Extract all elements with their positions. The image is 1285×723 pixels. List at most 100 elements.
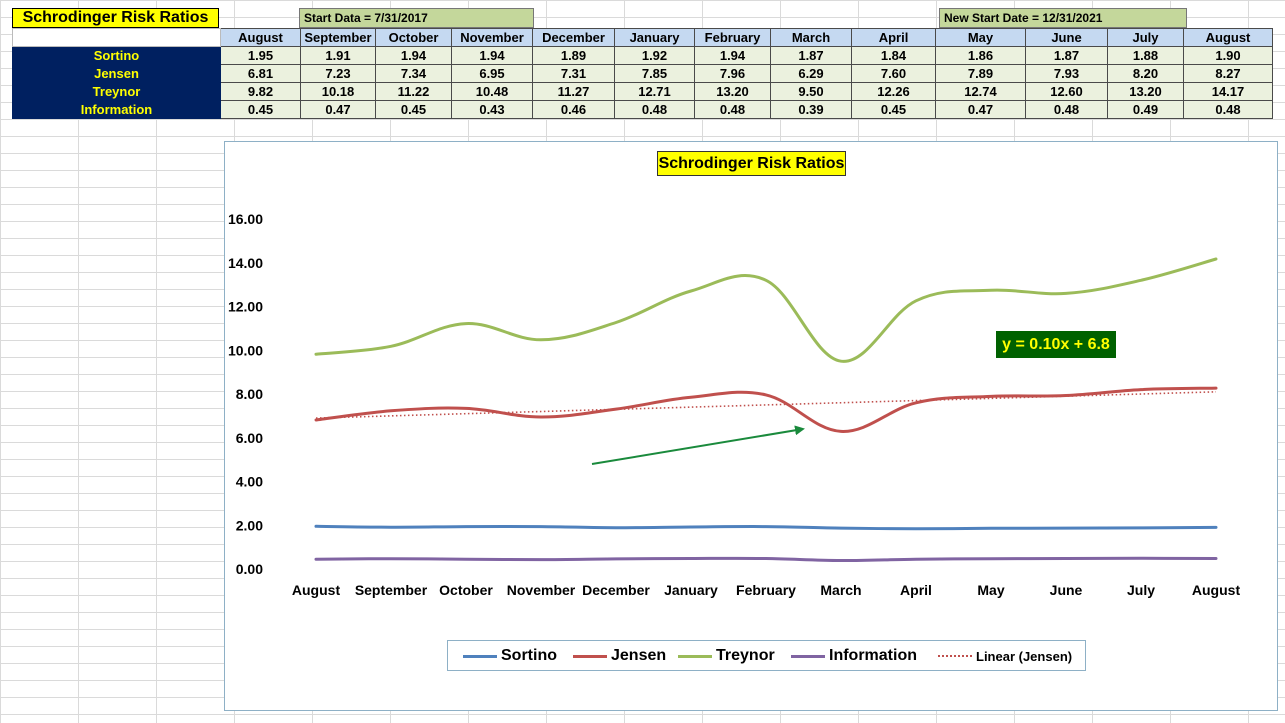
y-tick-label: 12.00	[228, 299, 263, 315]
legend-swatch-trendline	[938, 655, 972, 657]
value-cell[interactable]: 0.46	[532, 100, 615, 119]
x-tick-label: July	[1127, 582, 1155, 598]
series-line-information	[314, 556, 1218, 563]
value-cell[interactable]: 1.91	[300, 46, 376, 65]
series-line-treynor	[314, 257, 1218, 363]
y-tick-label: 8.00	[236, 386, 263, 402]
value-cell[interactable]: 14.17	[1183, 82, 1273, 101]
legend-item-treynor: Treynor	[678, 647, 775, 665]
header-row: August September October November Decemb…	[12, 28, 1273, 47]
x-tick-label: August	[292, 582, 341, 598]
value-cell[interactable]: 8.20	[1107, 64, 1184, 83]
legend-item-information: Information	[791, 647, 917, 665]
x-tick-label: April	[900, 582, 932, 598]
value-cell[interactable]: 0.45	[220, 100, 301, 119]
month-header[interactable]: May	[935, 28, 1026, 47]
value-cell[interactable]: 0.43	[451, 100, 533, 119]
legend-swatch-sortino	[463, 654, 497, 658]
row-label[interactable]: Information	[12, 100, 221, 119]
value-cell[interactable]: 7.31	[532, 64, 615, 83]
value-cell[interactable]: 7.34	[375, 64, 452, 83]
value-cell[interactable]: 1.92	[614, 46, 695, 65]
chart-title[interactable]: Schrodinger Risk Ratios	[657, 151, 846, 176]
value-cell[interactable]: 7.96	[694, 64, 771, 83]
value-cell[interactable]: 0.39	[770, 100, 852, 119]
chart-legend[interactable]: Sortino Jensen Treynor Information Linea…	[447, 640, 1086, 671]
month-header[interactable]: November	[451, 28, 533, 47]
value-cell[interactable]: 10.48	[451, 82, 533, 101]
x-tick-label: March	[820, 582, 861, 598]
value-cell[interactable]: 0.45	[375, 100, 452, 119]
trendline-equation-label[interactable]: y = 0.10x + 6.8	[996, 331, 1116, 358]
value-cell[interactable]: 7.85	[614, 64, 695, 83]
month-header[interactable]: July	[1107, 28, 1184, 47]
value-cell[interactable]: 0.48	[1183, 100, 1273, 119]
value-cell[interactable]: 7.89	[935, 64, 1026, 83]
value-cell[interactable]: 9.82	[220, 82, 301, 101]
value-cell[interactable]: 6.95	[451, 64, 533, 83]
legend-label: Sortino	[501, 647, 557, 664]
value-cell[interactable]: 1.94	[451, 46, 533, 65]
sheet-title[interactable]: Schrodinger Risk Ratios	[12, 8, 219, 28]
month-header[interactable]: October	[375, 28, 452, 47]
month-header[interactable]: August	[220, 28, 301, 47]
value-cell[interactable]: 7.60	[851, 64, 936, 83]
month-header[interactable]: April	[851, 28, 936, 47]
y-tick-label: 6.00	[236, 430, 263, 446]
new-start-date-note[interactable]: New Start Date = 12/31/2021	[939, 8, 1187, 28]
series-line-jensen	[314, 386, 1218, 433]
value-cell[interactable]: 6.29	[770, 64, 852, 83]
value-cell[interactable]: 12.74	[935, 82, 1026, 101]
x-tick-label: August	[1192, 582, 1241, 598]
value-cell[interactable]: 1.89	[532, 46, 615, 65]
value-cell[interactable]: 9.50	[770, 82, 852, 101]
y-tick-label: 0.00	[236, 561, 263, 577]
value-cell[interactable]: 10.18	[300, 82, 376, 101]
value-cell[interactable]: 13.20	[1107, 82, 1184, 101]
x-tick-label: October	[439, 582, 493, 598]
value-cell[interactable]: 0.48	[614, 100, 695, 119]
month-header[interactable]: January	[614, 28, 695, 47]
value-cell[interactable]: 0.45	[851, 100, 936, 119]
value-cell[interactable]: 7.93	[1025, 64, 1108, 83]
value-cell[interactable]: 6.81	[220, 64, 301, 83]
x-tick-label: September	[355, 582, 428, 598]
month-header[interactable]: March	[770, 28, 852, 47]
chart-area[interactable]	[224, 141, 1278, 711]
value-cell[interactable]: 1.87	[770, 46, 852, 65]
value-cell[interactable]: 0.49	[1107, 100, 1184, 119]
x-tick-label: January	[664, 582, 718, 598]
value-cell[interactable]: 12.60	[1025, 82, 1108, 101]
month-header[interactable]: August	[1183, 28, 1273, 47]
start-date-note[interactable]: Start Data = 7/31/2017	[299, 8, 534, 28]
month-header[interactable]: June	[1025, 28, 1108, 47]
legend-label: Treynor	[716, 647, 775, 664]
legend-item-sortino: Sortino	[463, 647, 557, 665]
risk-ratios-table: August September October November Decemb…	[12, 28, 1273, 119]
y-tick-label: 16.00	[228, 211, 263, 227]
table-row-jensen: Jensen 6.81 7.23 7.34 6.95 7.31 7.85 7.9…	[12, 64, 1273, 83]
legend-item-linear-jensen: Linear (Jensen)	[938, 647, 1072, 665]
legend-swatch-treynor	[678, 654, 712, 658]
legend-label: Information	[829, 647, 917, 664]
value-cell[interactable]: 0.47	[935, 100, 1026, 119]
value-cell[interactable]: 0.48	[694, 100, 771, 119]
legend-label: Linear (Jensen)	[976, 648, 1073, 664]
value-cell[interactable]: 13.20	[694, 82, 771, 101]
value-cell[interactable]: 8.27	[1183, 64, 1273, 83]
value-cell[interactable]: 0.48	[1025, 100, 1108, 119]
value-cell[interactable]: 1.86	[935, 46, 1026, 65]
value-cell[interactable]: 1.84	[851, 46, 936, 65]
month-header[interactable]: December	[532, 28, 615, 47]
x-tick-label: November	[507, 582, 576, 598]
value-cell[interactable]: 1.88	[1107, 46, 1184, 65]
value-cell[interactable]: 1.95	[220, 46, 301, 65]
x-tick-label: May	[977, 582, 1004, 598]
table-row-information: Information 0.45 0.47 0.45 0.43 0.46 0.4…	[12, 100, 1273, 119]
annotation-arrow	[591, 425, 805, 465]
x-tick-label: June	[1050, 582, 1083, 598]
month-header[interactable]: September	[300, 28, 376, 47]
x-tick-label: February	[736, 582, 796, 598]
month-header[interactable]: February	[694, 28, 771, 47]
